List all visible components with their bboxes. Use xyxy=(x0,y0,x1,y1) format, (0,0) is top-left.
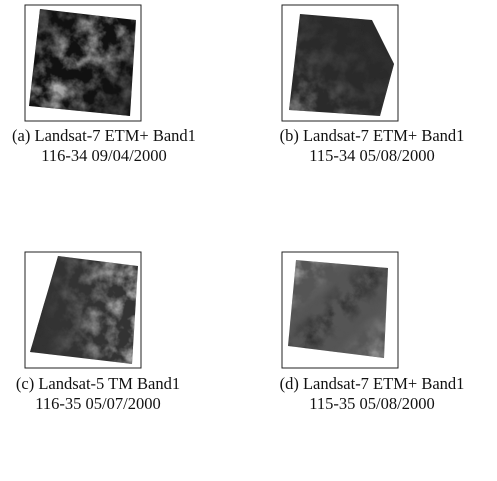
scene-label: 116-34 09/04/2000 xyxy=(41,146,166,165)
figure: (a) Landsat-7 ETM+ Band1 116-34 09/04/20… xyxy=(0,0,497,481)
panel-c-image xyxy=(25,252,141,368)
caption: (d) Landsat-7 ETM+ Band1 xyxy=(280,374,465,393)
panel-d-image xyxy=(282,252,398,368)
panel-a-image xyxy=(25,5,141,121)
scene-label: 115-34 05/08/2000 xyxy=(309,146,434,165)
caption: (c) Landsat-5 TM Band1 xyxy=(16,374,180,393)
panel-b-image xyxy=(282,5,398,121)
scene-label: 115-35 05/08/2000 xyxy=(309,394,434,413)
caption: (a) Landsat-7 ETM+ Band1 xyxy=(12,126,196,145)
scene-label: 116-35 05/07/2000 xyxy=(35,394,160,413)
caption: (b) Landsat-7 ETM+ Band1 xyxy=(280,126,465,145)
